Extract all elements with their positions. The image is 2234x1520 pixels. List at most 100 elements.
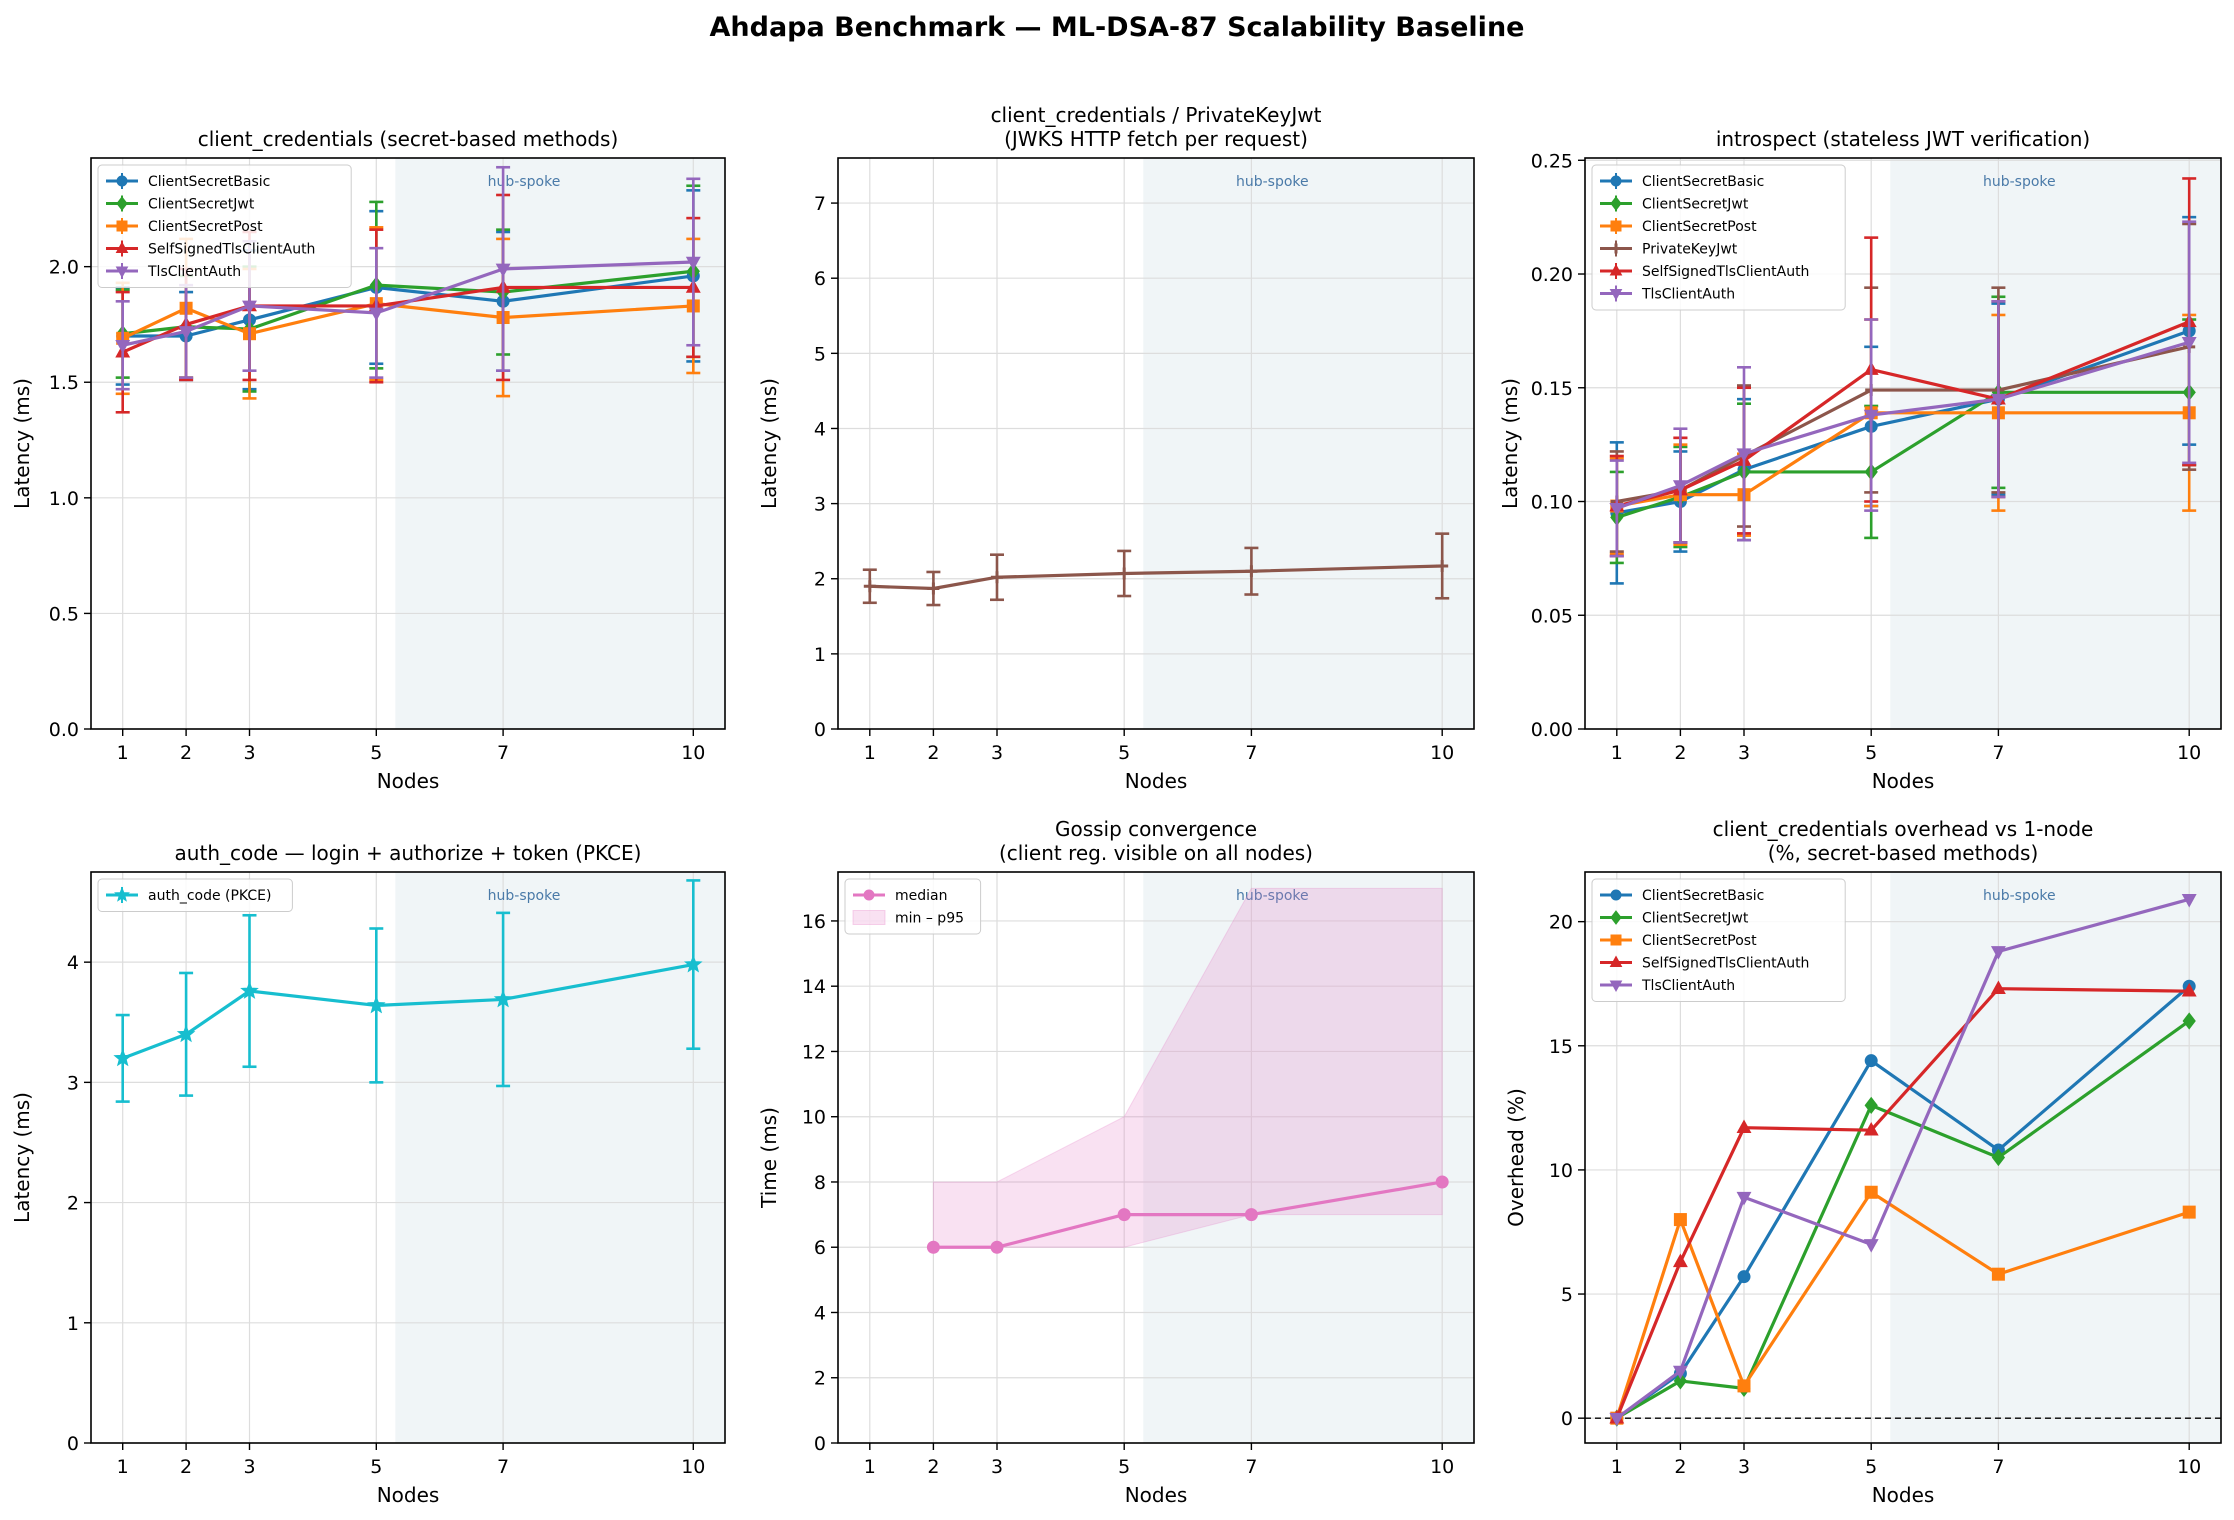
data-point [1737, 1270, 1751, 1284]
series-line [1615, 987, 2190, 1419]
x-tick-label: 2 [1674, 742, 1686, 764]
x-tick-label: 5 [370, 742, 382, 764]
y-tick-label: 2.0 [49, 257, 79, 279]
x-tick-label: 10 [681, 742, 705, 764]
y-tick-label: 20 [1549, 912, 1573, 934]
y-axis-label: Overhead (%) [1504, 1088, 1528, 1227]
x-tick-label: 1 [864, 742, 876, 764]
data-point [493, 989, 513, 1008]
chart-title-line: (JWKS HTTP fetch per request) [1004, 127, 1308, 151]
legend: median min – p95 [844, 878, 982, 935]
axes-frame [90, 157, 726, 730]
data-point [1990, 980, 2006, 994]
data-point [242, 300, 257, 315]
x-tick-label: 1 [1611, 1456, 1623, 1478]
x-axis-label: Nodes [377, 1483, 440, 1507]
figure-title: Ahdapa Benchmark — ML-DSA-87 Scalability… [710, 12, 1525, 43]
y-tick-label: 2 [814, 569, 826, 591]
legend-label: ClientSecretBasic [148, 174, 270, 190]
chart-title-line: client_credentials / PrivateKeyJwt [991, 103, 1322, 127]
axes-frame [90, 871, 726, 1444]
data-point [1864, 1096, 1878, 1114]
series-median [926, 1175, 1449, 1254]
y-tick-label: 1 [814, 644, 826, 666]
y-tick-label: 0.15 [1531, 378, 1573, 400]
legend-label: SelfSignedTlsClientAuth [1642, 956, 1809, 972]
x-tick-label: 7 [497, 1456, 509, 1478]
data-point [1436, 559, 1449, 572]
data-point [1736, 1119, 1752, 1134]
x-tick-label: 5 [370, 1456, 382, 1478]
legend-marker [1610, 220, 1622, 232]
series-TlsClientAuth [1609, 894, 2197, 1427]
x-tick-label: 5 [1118, 742, 1130, 764]
data-point [1244, 1208, 1258, 1222]
y-tick-label: 1.5 [49, 372, 79, 394]
legend-label: SelfSignedTlsClientAuth [1642, 264, 1809, 280]
data-point [1117, 1208, 1131, 1222]
axes-frame [837, 871, 1475, 1444]
x-tick-label: 3 [1738, 742, 1750, 764]
data-point [1990, 393, 2006, 408]
series-line [122, 285, 694, 354]
x-tick-label: 5 [1865, 1456, 1877, 1478]
data-point [1863, 1239, 1879, 1253]
legend-marker [114, 886, 130, 902]
x-tick-label: 3 [1738, 1456, 1750, 1478]
x-tick-label: 5 [1118, 1456, 1130, 1478]
legend-swatch [852, 910, 886, 925]
legend-label: ClientSecretPost [1642, 933, 1757, 949]
legend-label: ClientSecretPost [1642, 219, 1757, 235]
y-tick-label: 4 [814, 418, 826, 440]
data-point [1672, 1253, 1688, 1268]
legend-box [1591, 164, 1846, 311]
legend-label: auth_code (PKCE) [148, 888, 271, 904]
series-line [1615, 897, 2190, 1420]
series-TlsClientAuth [1609, 220, 2197, 558]
x-tick-label: 5 [1865, 742, 1877, 764]
x-tick-label: 1 [117, 1456, 129, 1478]
y-tick-label: 8 [814, 1172, 826, 1194]
y-axis-label: Time (ms) [757, 1107, 781, 1209]
y-tick-label: 3 [814, 494, 826, 516]
legend-marker [1611, 243, 1621, 254]
y-tick-label: 6 [814, 1237, 826, 1259]
data-point [1864, 1185, 1878, 1199]
legend-marker [1610, 889, 1622, 901]
y-tick-label: 0 [814, 719, 826, 741]
legend-marker [116, 220, 128, 232]
axes-frame [1584, 871, 2222, 1444]
chart-title-line: (%, secret-based methods) [1768, 841, 2039, 865]
legend-marker [1610, 175, 1622, 187]
x-tick-label: 10 [2177, 742, 2201, 764]
x-tick-label: 7 [1992, 1456, 2004, 1478]
x-axis-label: Nodes [1125, 769, 1188, 793]
y-tick-label: 7 [814, 193, 826, 215]
y-tick-label: 10 [1549, 1160, 1573, 1182]
x-tick-label: 3 [243, 742, 255, 764]
legend-box [97, 164, 352, 288]
x-tick-label: 1 [117, 742, 129, 764]
chart-title-line: client_credentials overhead vs 1-node [1713, 817, 2094, 841]
legend-marker [1610, 910, 1622, 925]
y-axis-label: Latency (ms) [757, 378, 781, 509]
data-point [1991, 1267, 2005, 1281]
legend: ClientSecretBasic ClientSecretJwt ClientSe… [97, 164, 352, 288]
chart-title-line: introspect (stateless JWT verification) [1716, 127, 2090, 151]
y-axis-label: Latency (ms) [1498, 378, 1522, 509]
legend-marker [116, 196, 128, 211]
data-point [1118, 567, 1131, 580]
series-line [869, 564, 1443, 591]
data-point [1863, 1121, 1879, 1136]
data-point [2182, 1205, 2196, 1219]
y-tick-label: 0.20 [1531, 264, 1573, 286]
legend-marker [115, 241, 129, 253]
chart-title-line: (client reg. visible on all nodes) [999, 841, 1313, 865]
x-tick-label: 7 [1992, 742, 2004, 764]
legend-label: PrivateKeyJwt [1642, 242, 1738, 258]
legend-marker [1609, 955, 1623, 967]
data-point [1673, 1213, 1687, 1227]
legend-box [97, 878, 293, 912]
y-axis-label: Latency (ms) [10, 378, 34, 509]
